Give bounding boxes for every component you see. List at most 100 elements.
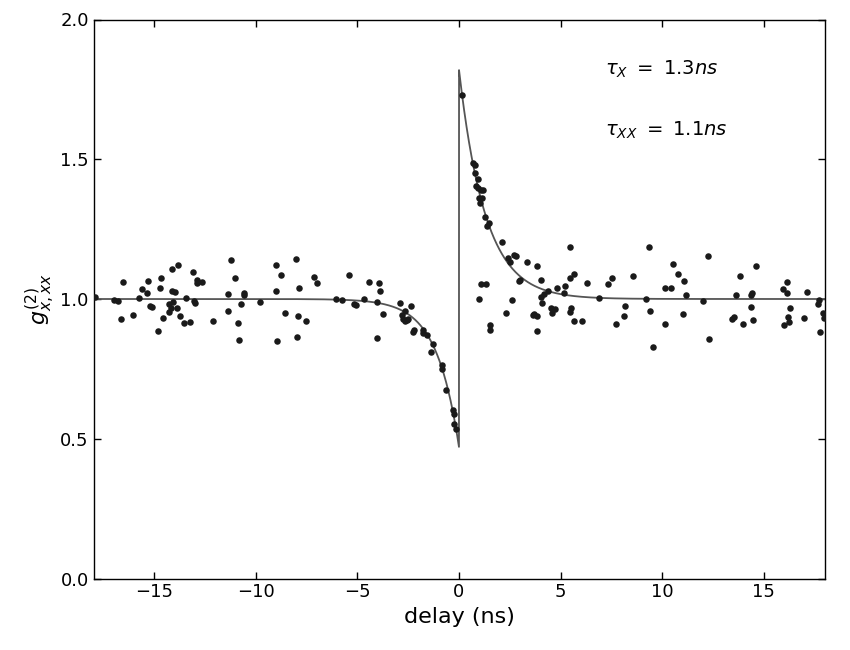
- Point: [308, 272, 321, 282]
- Point: [512, 276, 525, 287]
- Point: [474, 185, 488, 195]
- Point: [473, 294, 486, 304]
- Point: [179, 292, 193, 303]
- Point: [812, 294, 825, 305]
- Point: [348, 300, 362, 310]
- X-axis label: delay (ns): delay (ns): [404, 607, 514, 627]
- Point: [140, 287, 154, 298]
- Point: [190, 275, 204, 285]
- Point: [151, 326, 165, 337]
- Point: [435, 360, 449, 370]
- Point: [783, 302, 796, 313]
- Text: $\tau_{XX}\ =\ 1.1ns$: $\tau_{XX}\ =\ 1.1ns$: [605, 120, 728, 142]
- Point: [165, 285, 178, 296]
- Point: [474, 280, 488, 290]
- Point: [116, 277, 129, 287]
- Point: [373, 286, 387, 296]
- Point: [473, 193, 486, 203]
- Point: [659, 319, 672, 330]
- Point: [398, 316, 411, 326]
- Point: [736, 319, 750, 330]
- Point: [676, 309, 689, 320]
- Point: [447, 419, 461, 429]
- Point: [509, 250, 523, 261]
- Point: [435, 363, 449, 374]
- Point: [548, 304, 562, 314]
- Point: [154, 273, 167, 283]
- Point: [292, 283, 306, 293]
- Point: [269, 286, 282, 296]
- Point: [745, 288, 759, 298]
- Point: [395, 309, 409, 320]
- Point: [133, 293, 146, 304]
- Point: [394, 298, 407, 308]
- Point: [567, 269, 581, 280]
- Point: [188, 298, 201, 308]
- Point: [224, 255, 238, 265]
- Point: [563, 306, 576, 317]
- Point: [666, 259, 680, 269]
- Point: [190, 278, 204, 288]
- Point: [153, 282, 167, 293]
- Point: [780, 277, 794, 287]
- Point: [115, 314, 128, 324]
- Point: [816, 308, 830, 318]
- Point: [162, 298, 176, 309]
- Point: [642, 242, 655, 252]
- Point: [564, 273, 577, 283]
- Point: [483, 218, 496, 228]
- Point: [206, 316, 219, 326]
- Point: [801, 287, 814, 297]
- Point: [371, 297, 384, 307]
- Point: [546, 308, 559, 318]
- Point: [253, 296, 267, 307]
- Point: [526, 309, 540, 320]
- Point: [530, 261, 544, 271]
- Point: [530, 326, 544, 336]
- Point: [558, 281, 571, 291]
- Point: [229, 272, 242, 283]
- Point: [370, 333, 383, 343]
- Point: [178, 318, 191, 328]
- Point: [484, 319, 497, 330]
- Point: [530, 311, 544, 321]
- Point: [439, 385, 452, 395]
- Point: [269, 260, 282, 270]
- Point: [696, 296, 710, 306]
- Point: [495, 237, 508, 248]
- Point: [677, 276, 690, 286]
- Point: [507, 250, 521, 260]
- Point: [188, 296, 201, 306]
- Point: [145, 302, 159, 312]
- Point: [167, 287, 181, 298]
- Point: [750, 261, 763, 272]
- Point: [617, 311, 631, 322]
- Point: [671, 269, 684, 280]
- Point: [142, 276, 156, 287]
- Point: [618, 301, 632, 311]
- Point: [592, 292, 605, 303]
- Point: [449, 424, 462, 434]
- Point: [520, 257, 534, 267]
- Point: [166, 263, 179, 274]
- Point: [472, 183, 485, 194]
- Point: [164, 303, 178, 313]
- Point: [347, 299, 360, 309]
- Point: [372, 278, 386, 288]
- Point: [156, 313, 169, 323]
- Point: [484, 325, 497, 335]
- Point: [290, 332, 303, 342]
- Text: $\tau_{X}\ =\ 1.3ns$: $\tau_{X}\ =\ 1.3ns$: [605, 58, 718, 80]
- Point: [658, 283, 672, 293]
- Point: [535, 275, 548, 285]
- Point: [725, 313, 739, 324]
- Point: [427, 339, 440, 349]
- Point: [702, 333, 716, 344]
- Point: [544, 303, 558, 313]
- Point: [643, 306, 656, 316]
- Point: [780, 287, 794, 298]
- Point: [173, 311, 186, 321]
- Point: [330, 294, 343, 304]
- Point: [478, 212, 491, 222]
- Point: [416, 324, 430, 335]
